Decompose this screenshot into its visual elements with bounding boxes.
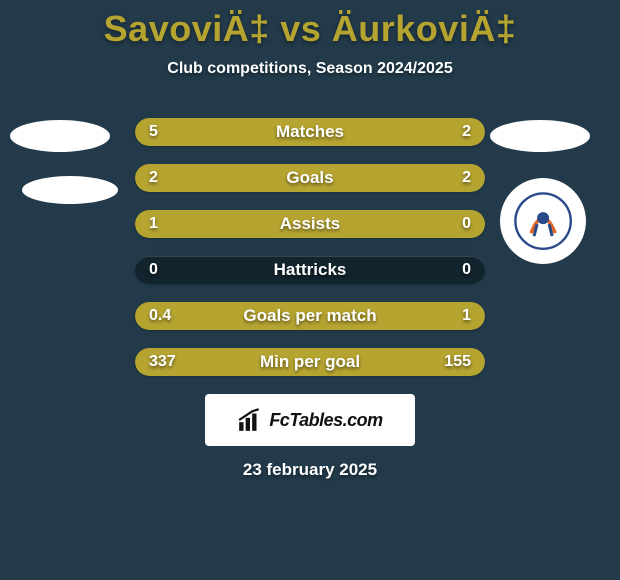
player-left-avatar-2 bbox=[22, 176, 118, 204]
stat-row-hattricks: Hattricks0 0 bbox=[135, 256, 485, 284]
player-right-club-logo bbox=[500, 178, 586, 264]
stat-row-goals-per-match: Goals per match0.4 1 bbox=[135, 302, 485, 330]
stat-label: Goals bbox=[135, 164, 485, 192]
page-subtitle: Club competitions, Season 2024/2025 bbox=[0, 60, 620, 78]
stat-value-right: 0 bbox=[462, 210, 471, 238]
player-right-avatar-1 bbox=[490, 120, 590, 152]
stat-value-right: 1 bbox=[462, 302, 471, 330]
stat-value-left: 0.4 bbox=[149, 302, 171, 330]
stat-label: Hattricks bbox=[135, 256, 485, 284]
stat-label: Goals per match bbox=[135, 302, 485, 330]
stat-label: Min per goal bbox=[135, 348, 485, 376]
stat-value-right: 2 bbox=[462, 164, 471, 192]
stat-value-right: 2 bbox=[462, 118, 471, 146]
fctables-logo-text: FcTables.com bbox=[269, 410, 382, 431]
page-title: SavoviÄ‡ vs ÄurkoviÄ‡ bbox=[0, 0, 620, 50]
stat-value-left: 2 bbox=[149, 164, 158, 192]
stat-label: Matches bbox=[135, 118, 485, 146]
stat-row-matches: Matches5 2 bbox=[135, 118, 485, 146]
stat-value-left: 1 bbox=[149, 210, 158, 238]
stat-value-left: 337 bbox=[149, 348, 176, 376]
fctables-logo: FcTables.com bbox=[205, 394, 415, 446]
footer-date: 23 february 2025 bbox=[0, 460, 620, 480]
stat-row-goals: Goals2 2 bbox=[135, 164, 485, 192]
club-badge-icon bbox=[513, 191, 573, 251]
stat-row-assists: Assists1 0 bbox=[135, 210, 485, 238]
stat-label: Assists bbox=[135, 210, 485, 238]
chart-icon bbox=[237, 407, 263, 433]
stat-value-right: 155 bbox=[444, 348, 471, 376]
player-left-avatar-1 bbox=[10, 120, 110, 152]
stat-row-min-per-goal: Min per goal337 155 bbox=[135, 348, 485, 376]
stat-value-left: 0 bbox=[149, 256, 158, 284]
stat-value-right: 0 bbox=[462, 256, 471, 284]
stat-value-left: 5 bbox=[149, 118, 158, 146]
comparison-bars: Matches52Goals22Assists10Hattricks00Goal… bbox=[135, 118, 485, 376]
